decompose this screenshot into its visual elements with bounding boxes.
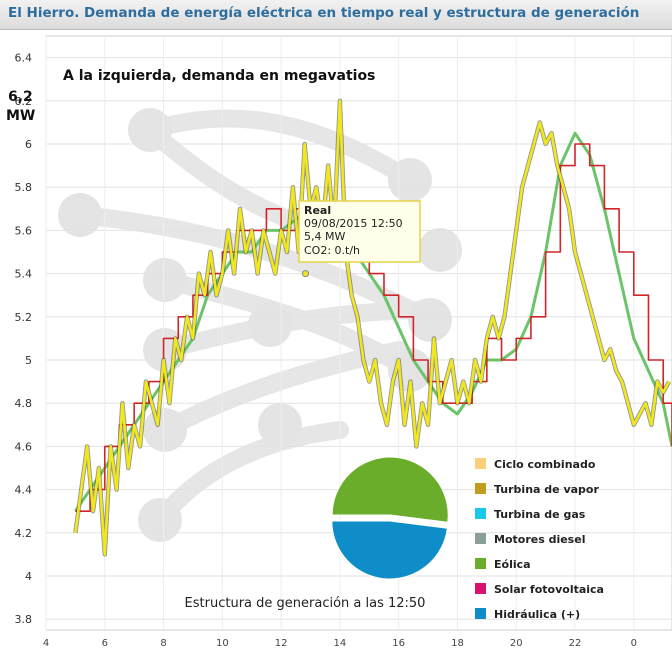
tooltip-series-name: Real	[304, 204, 331, 217]
y-tick-label: 4.2	[15, 527, 33, 540]
tooltip-box	[298, 200, 421, 263]
x-tick-label: 14	[334, 638, 347, 649]
generation-pie	[331, 456, 449, 580]
x-axis: 4 6 8 10 12 14 16 18 20 22 0	[43, 638, 637, 649]
y-tick-label: 5	[25, 354, 32, 367]
x-tick-label: 0	[631, 638, 637, 649]
x-tick-label: 20	[510, 638, 523, 649]
legend-swatch	[475, 558, 486, 569]
y-tick-label: 5.6	[15, 224, 33, 237]
legend-label: Motores diesel	[494, 533, 585, 546]
demand-chart: 3.8 4 4.2 4.4 4.6 4.8 5 5.2 5.4 5.6 5.8 6 6.2 6.4 4 6 8…	[0, 30, 672, 657]
legend-swatch	[475, 533, 486, 544]
y-axis-value-label: 6,2	[8, 89, 33, 105]
y-axis: 3.8 4 4.2 4.4 4.6 4.8 5 5.2 5.4 5.6 5.8 6 6.2 6.4	[15, 52, 33, 627]
x-tick-label: 18	[451, 638, 464, 649]
tooltip-value: 5,4 MW	[304, 230, 345, 243]
y-tick-label: 3.8	[15, 613, 33, 626]
x-tick-label: 16	[392, 638, 405, 649]
tooltip-co2: CO2: 0.t/h	[304, 244, 360, 257]
legend-label: Ciclo combinado	[494, 458, 596, 471]
y-tick-label: 6.4	[15, 52, 33, 65]
x-tick-label: 4	[43, 638, 49, 649]
y-tick-label: 5.8	[15, 181, 33, 194]
y-tick-label: 5.2	[15, 311, 33, 324]
chart-subtitle: A la izquierda, demanda en megavatios	[63, 68, 375, 84]
series-forecast-line	[74, 131, 672, 513]
window-title: El Hierro. Demanda de energía eléctrica …	[8, 5, 640, 21]
x-tick-label: 22	[569, 638, 582, 649]
legend-swatch	[475, 583, 486, 594]
pie-slice	[331, 456, 449, 523]
y-axis-unit-label: MW	[6, 108, 35, 124]
legend-label: Solar fotovoltaica	[494, 583, 604, 596]
x-tick-label: 12	[275, 638, 288, 649]
y-tick-label: 6	[25, 138, 32, 151]
series-lines	[73, 98, 672, 557]
y-tick-label: 4	[25, 570, 32, 583]
x-tick-label: 6	[102, 638, 108, 649]
tooltip-marker	[302, 270, 310, 278]
y-tick-label: 4.4	[15, 484, 33, 497]
y-tick-label: 4.8	[15, 397, 33, 410]
x-tick-label: 10	[216, 638, 229, 649]
legend-label: Turbina de vapor	[494, 483, 599, 496]
series-real-line	[74, 99, 671, 556]
generation-legend: Ciclo combinado Turbina de vapor Turbina d…	[475, 458, 604, 621]
pie-slice	[331, 520, 448, 580]
legend-label: Hidráulica (+)	[494, 608, 580, 621]
legend-label: Turbina de gas	[494, 508, 586, 521]
y-tick-label: 4.6	[15, 440, 33, 453]
tooltip-datetime: 09/08/2015 12:50	[304, 217, 403, 230]
series-programmed-line	[75, 143, 672, 512]
legend-swatch	[475, 608, 486, 619]
chart-area: 3.8 4 4.2 4.4 4.6 4.8 5 5.2 5.4 5.6 5.8 6 6.2 6.4 4 6 8…	[0, 30, 672, 657]
legend-label: Eólica	[494, 558, 531, 571]
y-tick-label: 6.2	[15, 95, 33, 108]
grid-lines	[45, 36, 672, 630]
pie-title: Estructura de generación a las 12:50	[185, 596, 426, 611]
window-title-bar: El Hierro. Demanda de energía eléctrica …	[0, 0, 672, 30]
legend-swatch	[475, 458, 486, 469]
tooltip: Real 09/08/2015 12:50 5,4 MW CO2: 0.t/h	[298, 200, 421, 278]
legend-swatch	[475, 508, 486, 519]
y-tick-label: 5.4	[15, 268, 33, 281]
legend-swatch	[475, 483, 486, 494]
x-tick-label: 8	[160, 638, 166, 649]
